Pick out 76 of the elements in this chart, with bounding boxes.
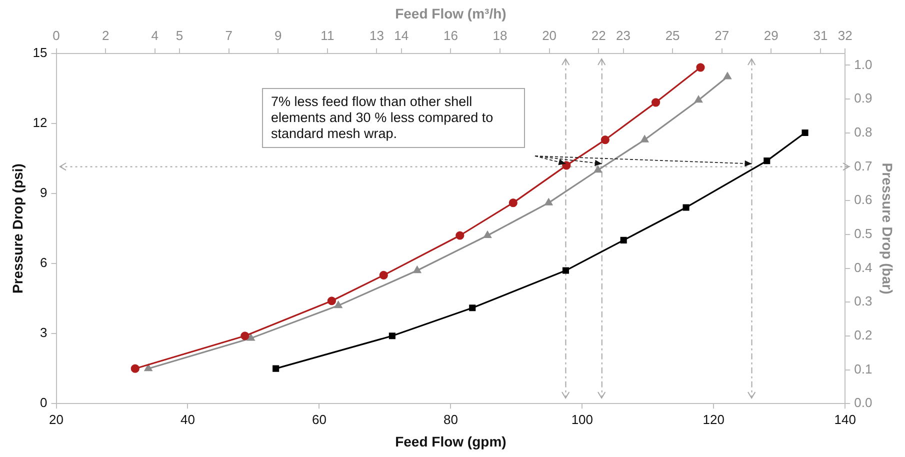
x2-axis-title: Feed Flow (m³/h) [395,5,506,22]
y2-tick-label: 0.0 [854,395,872,410]
point [544,198,552,206]
x2-tick-label: 7 [225,28,232,44]
x2-tick-label: 0 [52,28,60,44]
x2-tick-label: 32 [838,28,852,44]
point [240,332,250,340]
point [144,364,152,372]
y2-tick-label: 0.7 [854,158,872,174]
y-tick-label: 6 [40,255,48,270]
point [456,231,464,240]
point [620,236,627,244]
y2-tick-label: 0.8 [854,124,872,140]
y2-tick-label: 0.2 [854,328,872,343]
point [600,135,610,144]
y-tick-label: 15 [32,44,48,60]
point [484,231,492,238]
point [724,72,732,80]
y2-tick-label: 0.9 [854,90,872,106]
x2-tick-label: 4 [151,28,158,44]
x2-tick-label: 11 [320,28,334,44]
x2-tick-label: 27 [714,28,730,44]
point [130,364,140,373]
x2-tick-label: 2 [102,28,110,44]
x2-tick-label: 20 [542,28,557,44]
x2-tick-label: 13 [370,28,384,44]
y2-tick-label: 0.6 [854,192,872,208]
x2-tick-label: 25 [665,28,680,44]
point [334,301,342,308]
y-axis-title: Pressure Drop (psi) [9,164,26,294]
point [802,130,808,136]
x-tick-label: 20 [49,412,64,427]
x2-tick-label: 9 [274,28,282,44]
point [696,63,705,72]
point [413,266,421,274]
x2-tick-label: 18 [492,28,508,44]
x2-tick-label: 16 [443,28,458,44]
point [379,270,388,280]
y2-tick-label: 0.3 [854,294,872,309]
x-tick-label: 120 [702,412,724,427]
point [694,96,702,103]
point [388,332,396,340]
x-tick-label: 140 [834,412,856,427]
point [594,166,602,173]
x-axis-title: Feed Flow (gpm) [395,433,506,450]
x-tick-label: 60 [312,412,326,427]
point [562,267,570,274]
x-tick-label: 80 [443,412,458,427]
y2-tick-label: 0.4 [854,260,872,275]
y2-tick-label: 1.0 [854,56,872,72]
point [469,304,476,312]
x2-tick-label: 31 [813,28,828,44]
annotation: 7% less feed flow than other shell elements and 30 % less compared to standard mesh wrap. [262,88,525,148]
x2-tick-label: 22 [591,28,606,44]
point [508,198,518,208]
x2-tick-label: 23 [616,28,630,44]
x-tick-label: 100 [571,412,594,427]
y2-tick-label: 0.1 [854,361,872,376]
point [272,365,280,372]
point [247,334,255,341]
x2-tick-label: 5 [176,28,184,44]
y-tick-label: 9 [40,185,48,200]
point [562,161,571,170]
point [652,98,660,107]
x-tick-label: 40 [180,412,195,427]
y-tick-label: 0 [40,395,48,410]
point [327,296,336,306]
y-tick-label: 12 [32,115,48,130]
y-tick-label: 3 [40,325,48,340]
point [764,158,770,164]
point [640,135,648,142]
x2-tick-label: 29 [764,28,778,44]
point [682,204,690,211]
y2-tick-label: 0.5 [854,226,872,241]
x2-tick-label: 14 [394,28,409,44]
y2-axis-title: Pressure Drop (bar) [880,162,896,294]
